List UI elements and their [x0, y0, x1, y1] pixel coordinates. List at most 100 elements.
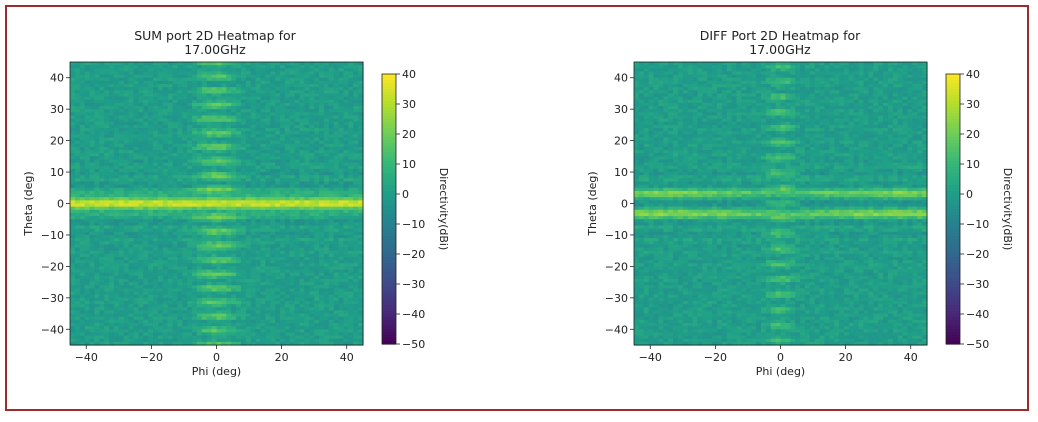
- heatmap-cell: [89, 272, 96, 277]
- heatmap-cell: [128, 285, 135, 289]
- heatmap-cell: [89, 256, 96, 261]
- heatmap-cell: [123, 172, 130, 176]
- heatmap-cell: [162, 156, 169, 161]
- heatmap-cell: [206, 288, 213, 293]
- heatmap-cell: [231, 156, 237, 161]
- heatmap-cell: [289, 184, 296, 189]
- heatmap-cell: [99, 165, 105, 170]
- heatmap-cell: [333, 225, 340, 230]
- heatmap-cell: [84, 216, 91, 220]
- heatmap-cell: [118, 291, 125, 296]
- heatmap-cell: [192, 137, 198, 142]
- heatmap-cell: [99, 128, 105, 132]
- heatmap-cell: [123, 263, 130, 267]
- heatmap-cell: [128, 184, 135, 189]
- heatmap-cell: [221, 112, 227, 117]
- heatmap-cell: [109, 90, 115, 95]
- heatmap-cell: [348, 156, 354, 161]
- heatmap-cell: [70, 241, 76, 245]
- heatmap-cell: [270, 80, 276, 85]
- heatmap-cell: [133, 203, 139, 208]
- heatmap-cell: [314, 187, 320, 192]
- heatmap-cell: [172, 131, 179, 135]
- heatmap-cell: [348, 197, 354, 201]
- heatmap-cell: [123, 253, 130, 258]
- heatmap-cell: [196, 209, 203, 214]
- heatmap-cell: [177, 68, 183, 73]
- heatmap-cell: [109, 291, 115, 296]
- heatmap-cell: [226, 190, 232, 195]
- heatmap-cell: [270, 238, 276, 242]
- heatmap-cell: [250, 241, 257, 245]
- heatmap-cell: [250, 112, 257, 117]
- heatmap-cell: [113, 222, 120, 227]
- heatmap-cell: [338, 68, 345, 73]
- heatmap-cell: [275, 62, 281, 66]
- heatmap-cell: [353, 96, 359, 101]
- heatmap-cell: [353, 99, 359, 104]
- heatmap-cell: [138, 143, 144, 148]
- heatmap-cell: [299, 209, 305, 214]
- heatmap-cell: [265, 150, 271, 154]
- heatmap-cell: [133, 146, 139, 151]
- heatmap-cell: [74, 90, 81, 95]
- heatmap-cell: [113, 65, 120, 69]
- heatmap-cell: [70, 150, 76, 154]
- heatmap-cell: [270, 131, 276, 135]
- heatmap-cell: [79, 260, 86, 264]
- heatmap-cell: [211, 102, 218, 107]
- heatmap-cell: [94, 291, 100, 296]
- heatmap-cell: [319, 93, 325, 98]
- heatmap-cell: [109, 143, 115, 148]
- heatmap-cell: [333, 140, 340, 145]
- heatmap-cell: [260, 272, 266, 277]
- heatmap-cell: [255, 74, 262, 79]
- heatmap-cell: [265, 159, 271, 164]
- heatmap-cell: [226, 238, 232, 242]
- heatmap-cell: [157, 162, 164, 167]
- heatmap-cell: [104, 90, 110, 95]
- heatmap-cell: [231, 282, 237, 286]
- heatmap-cell: [275, 102, 281, 107]
- heatmap-cell: [192, 68, 198, 73]
- heatmap-cell: [289, 181, 296, 186]
- heatmap-cell: [99, 238, 105, 242]
- heatmap-cell: [231, 93, 237, 98]
- heatmap-cell: [148, 225, 154, 230]
- heatmap-cell: [113, 216, 120, 220]
- heatmap-cell: [128, 143, 135, 148]
- heatmap-cell: [319, 87, 325, 91]
- heatmap-cell: [275, 93, 281, 98]
- heatmap-cell: [109, 109, 115, 113]
- heatmap-cell: [309, 84, 315, 88]
- heatmap-cell: [319, 256, 325, 261]
- heatmap-cell: [270, 124, 276, 129]
- heatmap-cell: [343, 244, 349, 249]
- heatmap-cell: [294, 247, 301, 252]
- heatmap-cell: [226, 62, 232, 66]
- heatmap-cell: [123, 238, 130, 242]
- heatmap-cell: [221, 260, 227, 264]
- heatmap-cell: [216, 238, 222, 242]
- heatmap-cell: [275, 165, 281, 170]
- heatmap-cell: [323, 260, 330, 264]
- heatmap-cell: [162, 106, 169, 110]
- heatmap-cell: [84, 175, 91, 179]
- heatmap-cell: [162, 68, 169, 73]
- heatmap-cell: [348, 84, 354, 88]
- heatmap-cell: [294, 285, 301, 289]
- heatmap-cell: [128, 68, 135, 73]
- heatmap-cell: [294, 184, 301, 189]
- heatmap-cell: [118, 168, 125, 173]
- heatmap-cell: [177, 216, 183, 220]
- heatmap-cell: [99, 62, 105, 66]
- heatmap-cell: [275, 234, 281, 239]
- heatmap-cell: [323, 241, 330, 245]
- heatmap-cell: [270, 222, 276, 227]
- heatmap-cell: [162, 62, 169, 66]
- heatmap-cell: [89, 231, 96, 236]
- heatmap-cell: [299, 275, 305, 280]
- heatmap-cell: [299, 140, 305, 145]
- heatmap-cell: [177, 228, 183, 233]
- heatmap-cell: [89, 162, 96, 167]
